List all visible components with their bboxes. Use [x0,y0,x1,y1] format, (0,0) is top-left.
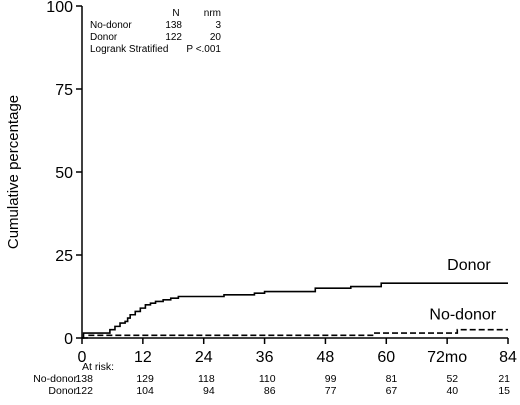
at-risk-value: 104 [136,385,154,397]
y-tick-label: 100 [46,0,73,16]
at-risk-value: 138 [75,373,93,385]
donor-curve [82,282,508,339]
no-donor-series-label: No-donor [429,307,496,324]
curves [82,282,508,339]
at-risk-value: 94 [203,385,215,397]
at-risk-value: 40 [446,385,458,397]
legend-header-nrm: nrm [204,8,221,19]
logrank-label: Logrank Stratified [90,44,168,55]
at-risk-value: 67 [386,385,398,397]
y-tick-label: 0 [64,331,73,348]
at-risk-value: 15 [498,385,510,397]
at-risk-value: 129 [136,373,154,385]
x-tick-label: 60 [377,349,395,366]
x-tick-label: 48 [317,349,335,366]
at-risk-value: 86 [264,385,276,397]
x-tick-label: 36 [256,349,274,366]
y-tick-label: 25 [55,248,73,265]
at-risk-row-label: Donor [48,385,77,397]
x-tick-label: 12 [134,349,152,366]
legend-header-n: N [172,8,179,19]
legend-row-label: Donor [90,32,118,43]
x-tick-label: 72mo [427,349,467,366]
at-risk-table: At risk: No-donor Donor 138 129 118 110 99 81… [33,361,510,397]
at-risk-row-label: No-donor [33,373,77,385]
y-tick-label: 50 [55,165,73,182]
at-risk-value: 99 [325,373,337,385]
legend-row-label: No-donor [90,20,132,31]
at-risk-value: 52 [446,373,458,385]
at-risk-value: 122 [75,385,93,397]
x-tick-label: 0 [78,349,87,366]
legend-row-n: 122 [165,32,182,43]
at-risk-value: 118 [198,373,215,385]
series-labels: Donor No-donor [429,257,496,324]
at-risk-value: 77 [325,385,337,397]
p-value: P <.001 [186,44,221,55]
no-donor-curve [82,328,508,339]
legend-row-nrm: 3 [215,20,221,31]
legend-row-nrm: 20 [210,32,222,43]
at-risk-value: 110 [259,373,276,385]
donor-series-label: Donor [447,257,491,274]
x-tick-label: 24 [195,349,213,366]
at-risk-value: 21 [498,373,510,385]
x-tick-label: 84 [499,349,517,366]
legend-table: N nrm No-donor 138 3 Donor 122 20 Logran… [90,8,221,55]
legend-row-n: 138 [165,20,182,31]
at-risk-value: 81 [386,373,398,385]
y-tick-label: 75 [55,82,73,99]
y-axis-title: Cumulative percentage [5,95,22,249]
y-ticks: 0 25 50 75 100 [46,0,82,348]
at-risk-title: At risk: [82,361,114,373]
x-ticks: 0 12 24 36 48 60 72mo 84 [78,338,517,366]
